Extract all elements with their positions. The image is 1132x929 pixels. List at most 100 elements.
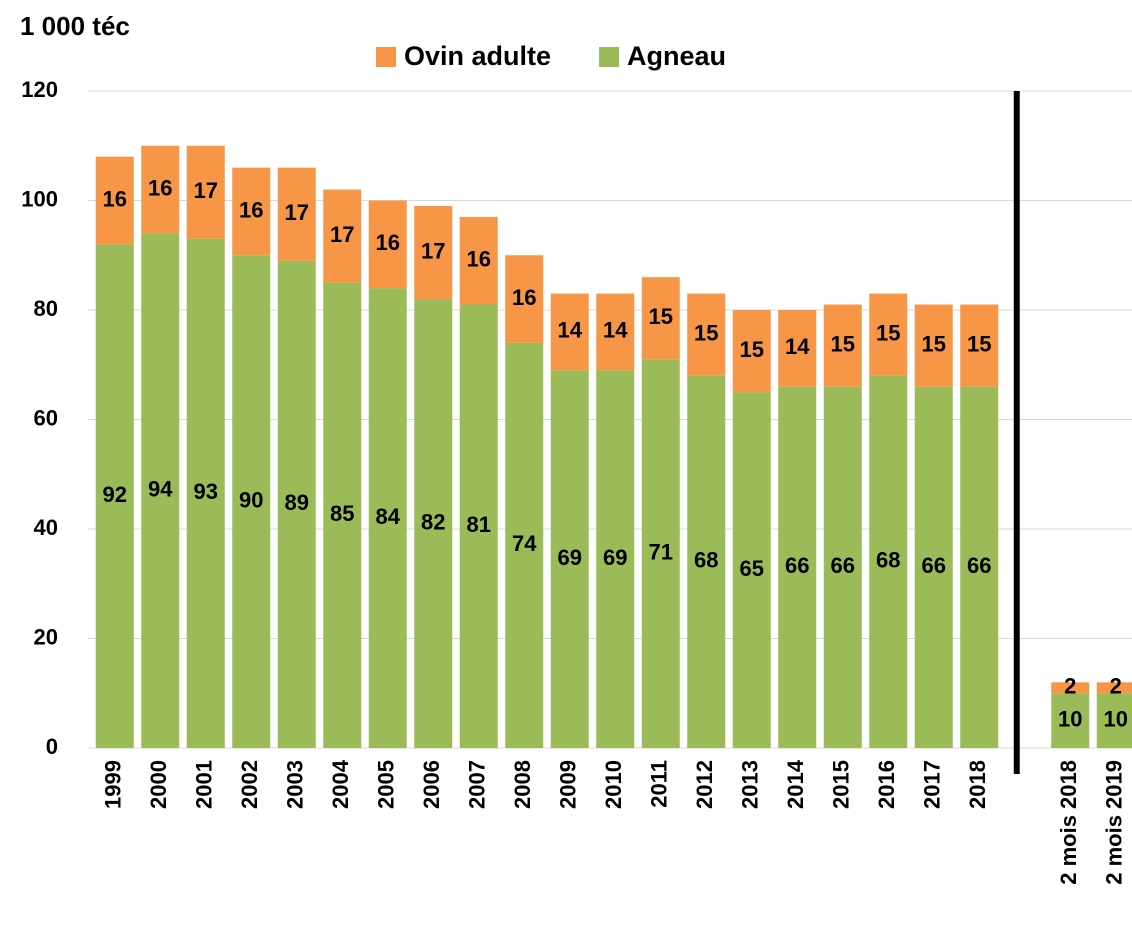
y-tick-label: 0 [46, 734, 58, 759]
data-label: 15 [831, 331, 855, 356]
data-label: 93 [194, 479, 218, 504]
bar-segment [550, 370, 589, 748]
bar-segment [186, 145, 225, 239]
x-tick-label: 2 mois 2018 [1056, 760, 1081, 885]
x-tick-label: 2017 [920, 760, 945, 809]
legend-swatch [599, 47, 620, 67]
data-label: 16 [512, 285, 536, 310]
data-label: 16 [239, 197, 263, 222]
data-label: 16 [376, 230, 400, 255]
bar-segment [95, 156, 134, 245]
bar-segment [459, 304, 498, 748]
bar-segment [1051, 682, 1090, 694]
bar-segment [823, 304, 862, 387]
x-tick-label: 2014 [783, 759, 808, 809]
bar-segment [1051, 693, 1090, 748]
data-label: 89 [285, 490, 309, 515]
data-label: 17 [285, 200, 309, 225]
bar-segment [232, 255, 271, 748]
bar-segment [368, 200, 407, 289]
x-tick-label: 2007 [465, 760, 490, 809]
bar-segment [141, 145, 180, 234]
bar-segment [960, 304, 999, 387]
data-label: 14 [558, 318, 583, 343]
x-tick-label: 2011 [647, 760, 672, 808]
bar-segment [914, 386, 953, 748]
bar-segment [277, 167, 316, 261]
bar-segment [732, 392, 771, 748]
data-label: 17 [330, 222, 354, 247]
x-tick-label: 2006 [419, 760, 444, 809]
x-tick-label: 2000 [146, 760, 171, 809]
x-tick-label: 2015 [829, 760, 854, 809]
bar-segment [277, 260, 316, 748]
data-label: 16 [467, 247, 491, 272]
x-tick-label: 2 mois 2019 [1102, 760, 1127, 885]
bar-segment [596, 293, 635, 371]
bar-segment [323, 189, 362, 283]
x-tick-label: 2010 [601, 760, 626, 809]
data-label: 81 [467, 512, 491, 537]
data-label: 10 [1058, 706, 1082, 731]
data-label: 66 [785, 553, 809, 578]
bar-segment [732, 310, 771, 393]
data-label: 68 [876, 548, 900, 573]
x-tick-label: 2005 [374, 760, 399, 809]
y-tick-label: 120 [21, 77, 58, 102]
bar-segment [914, 304, 953, 387]
y-tick-label: 60 [34, 405, 58, 430]
data-label: 15 [740, 337, 764, 362]
y-axis-label: 1 000 téc [20, 11, 130, 41]
data-label: 69 [603, 545, 627, 570]
bar-segment [869, 375, 908, 748]
data-label: 16 [103, 186, 127, 211]
bar-segment [869, 293, 908, 376]
data-label: 14 [785, 334, 810, 359]
y-tick-label: 80 [34, 296, 58, 321]
bar-segment [323, 282, 362, 748]
data-label: 66 [967, 553, 991, 578]
data-label: 15 [876, 320, 900, 345]
bar-segment [687, 375, 726, 748]
data-label: 66 [831, 553, 855, 578]
data-label: 84 [376, 504, 401, 529]
y-tick-label: 100 [21, 186, 58, 211]
x-tick-label: 2018 [965, 760, 990, 809]
x-tick-label: 2008 [510, 760, 535, 809]
x-tick-label: 2013 [738, 760, 763, 809]
x-tick-label: 2001 [192, 760, 217, 809]
bar-segment [414, 299, 453, 748]
data-label: 94 [148, 476, 173, 501]
bar-segment [1096, 682, 1132, 694]
bar-segment [641, 277, 680, 360]
data-label: 15 [649, 304, 673, 329]
bar-segment [778, 310, 817, 387]
data-label: 92 [103, 482, 127, 507]
data-label: 10 [1104, 706, 1128, 731]
data-label: 69 [558, 545, 582, 570]
bar-segment [550, 293, 589, 371]
data-label: 71 [649, 539, 673, 564]
y-tick-label: 40 [34, 515, 58, 540]
data-label: 17 [194, 178, 218, 203]
bar-segment [596, 370, 635, 748]
bar-segment [778, 386, 817, 748]
y-tick-label: 20 [34, 624, 58, 649]
x-tick-label: 2003 [283, 760, 308, 809]
bar-segment [141, 233, 180, 749]
legend-swatch [376, 47, 396, 67]
x-tick-label: 2009 [556, 760, 581, 809]
bar-segment [414, 205, 453, 300]
data-label: 15 [922, 331, 946, 356]
x-tick-label: 2016 [874, 760, 899, 809]
x-tick-label: 2002 [237, 760, 262, 809]
data-label: 2 [1110, 674, 1122, 699]
bar-segment [505, 342, 544, 748]
legend-label: Ovin adulte [404, 41, 551, 71]
data-label: 90 [239, 487, 263, 512]
bar-segment [232, 167, 271, 256]
data-label: 68 [694, 548, 718, 573]
bar-segment [186, 238, 225, 748]
x-tick-label: 1999 [101, 760, 126, 809]
